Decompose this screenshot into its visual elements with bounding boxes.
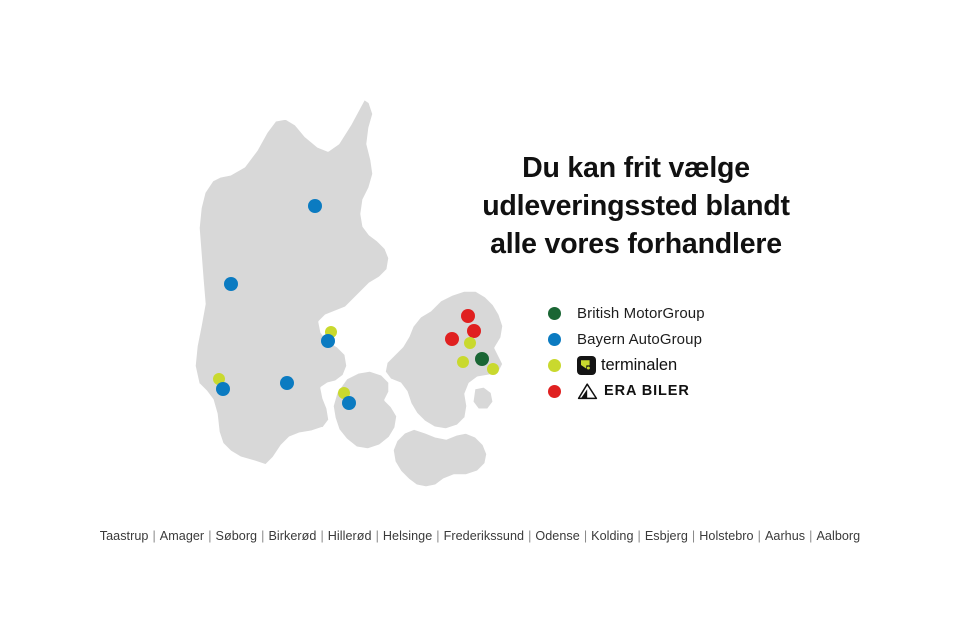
city-søborg: Søborg bbox=[215, 529, 258, 543]
legend-swatch-green-dot bbox=[548, 306, 561, 320]
region-lolland-falster bbox=[390, 426, 490, 490]
city-separator: | bbox=[436, 529, 440, 543]
city-separator: | bbox=[583, 529, 588, 543]
headline-line-2: udleveringssted blandt bbox=[482, 189, 790, 222]
legend-label-bayern-autogroup: Bayern AutoGroup bbox=[577, 330, 703, 348]
legend-swatch-blue-dot bbox=[548, 332, 561, 346]
city-separator: | bbox=[528, 529, 532, 543]
page-headline: Du kan frit vælge udleveringssted blandt… bbox=[462, 150, 810, 264]
city-separator: | bbox=[320, 529, 324, 543]
legend-swatch-red-dot bbox=[548, 384, 561, 398]
legend-item-bayern-autogroup[interactable]: Bayern AutoGroup bbox=[548, 326, 848, 352]
region-east-islet bbox=[470, 384, 496, 412]
city-amager: Amager bbox=[159, 529, 205, 543]
terminalen-mark-icon bbox=[577, 355, 596, 375]
city-odense: Odense bbox=[535, 529, 580, 543]
city-separator: | bbox=[757, 529, 761, 543]
legend-swatch-yellow-dot bbox=[548, 358, 561, 372]
terminalen-logo: terminalen bbox=[577, 355, 678, 375]
city-esbjerg: Esbjerg bbox=[644, 529, 688, 543]
city-separator: | bbox=[261, 529, 265, 543]
city-taastrup: Taastrup bbox=[99, 529, 149, 543]
region-jylland bbox=[192, 96, 392, 468]
city-list: Taastrup | Amager | Søborg | Birkerød | Hillerød… bbox=[0, 529, 960, 543]
headline-line-3: alle vores forhandlere bbox=[490, 227, 782, 260]
legend-item-terminalen[interactable]: terminalen bbox=[548, 352, 848, 378]
city-separator: | bbox=[208, 529, 212, 543]
city-aarhus: Aarhus bbox=[764, 529, 806, 543]
era-biler-logo: ERA BILER bbox=[577, 382, 690, 400]
city-separator: | bbox=[691, 529, 696, 543]
legend-item-british-motorgroup[interactable]: British MotorGroup bbox=[548, 300, 848, 326]
legend-label-british-motorgroup: British MotorGroup bbox=[577, 304, 705, 322]
era-triangle-icon bbox=[577, 382, 598, 400]
city-helsinge: Helsinge bbox=[382, 529, 433, 543]
brand-legend: British MotorGroup Bayern AutoGroup term… bbox=[548, 300, 848, 404]
city-separator: | bbox=[375, 529, 379, 543]
city-separator: | bbox=[152, 529, 156, 543]
city-aalborg: Aalborg bbox=[816, 529, 861, 543]
city-separator: | bbox=[637, 529, 641, 543]
legend-item-era-biler[interactable]: ERA BILER bbox=[548, 378, 848, 404]
era-biler-wordmark: ERA BILER bbox=[604, 383, 690, 399]
city-kolding: Kolding bbox=[591, 529, 634, 543]
city-hillerød: Hillerød bbox=[327, 529, 372, 543]
city-birkerød: Birkerød bbox=[268, 529, 317, 543]
region-fyn bbox=[330, 368, 400, 452]
terminalen-wordmark: terminalen bbox=[601, 355, 678, 374]
headline-line-1: Du kan frit vælge bbox=[522, 152, 750, 184]
city-frederikssund: Frederikssund bbox=[443, 529, 525, 543]
city-holstebro: Holstebro bbox=[699, 529, 754, 543]
city-separator: | bbox=[809, 529, 813, 543]
